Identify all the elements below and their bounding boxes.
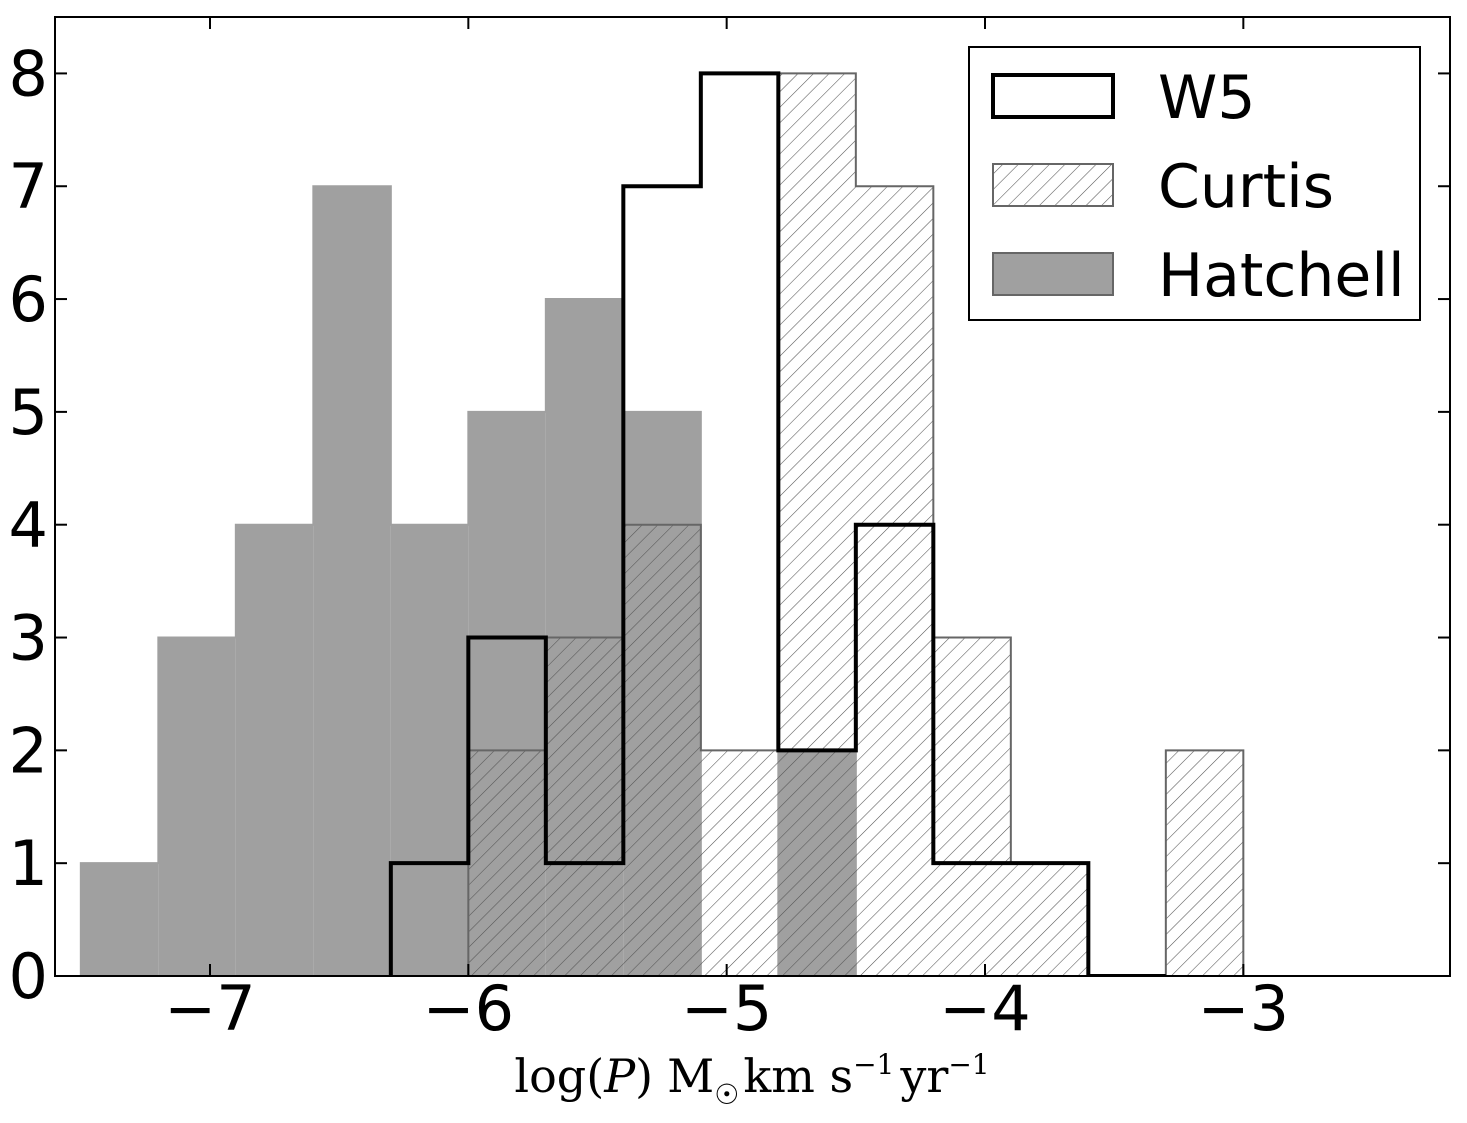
outline-hatchell xyxy=(79,185,857,976)
legend-label-w5: W5 xyxy=(1158,63,1256,133)
x-tick-label: −5 xyxy=(681,972,772,1045)
series-layer xyxy=(79,71,1245,976)
bar-curtis xyxy=(468,750,546,976)
y-tick-label: 8 xyxy=(9,37,48,110)
bar-curtis xyxy=(1165,750,1244,976)
y-tick-label: 0 xyxy=(9,940,48,1013)
bar-curtis xyxy=(700,750,779,976)
bar-curtis xyxy=(933,637,1011,976)
x-axis-title-unit-sun: ☉ xyxy=(714,1078,739,1111)
y-tick-label: 7 xyxy=(9,150,48,223)
y-tick-label: 1 xyxy=(9,827,48,900)
plot-frame xyxy=(54,16,1451,977)
series-w5 xyxy=(388,71,1166,976)
x-axis-title-log: log( xyxy=(514,1049,604,1103)
legend-swatch-hatchell xyxy=(992,252,1114,296)
y-tick-label: 3 xyxy=(9,602,48,675)
bar-curtis xyxy=(1010,863,1089,976)
x-axis-title: log(P) M☉km s−1 yr−1 xyxy=(514,1048,989,1111)
x-axis-title-close: ) xyxy=(635,1049,653,1103)
legend-label-hatchell: Hatchell xyxy=(1158,241,1405,311)
x-axis-title-exp2: −1 xyxy=(948,1048,989,1081)
outline-curtis xyxy=(467,72,1245,976)
x-axis-title-var: P xyxy=(603,1049,636,1103)
legend-swatch-w5 xyxy=(991,73,1115,119)
bar-hatchell xyxy=(313,186,391,976)
legend-label-curtis: Curtis xyxy=(1158,152,1334,222)
y-tick-label: 6 xyxy=(9,263,48,336)
bar-curtis xyxy=(778,73,856,976)
x-tick-label: −6 xyxy=(423,972,514,1045)
bar-hatchell xyxy=(80,863,159,976)
y-tick-label: 5 xyxy=(9,376,48,449)
x-axis-title-exp1: −1 xyxy=(853,1048,894,1081)
bar-curtis xyxy=(545,637,624,976)
legend-swatch-curtis xyxy=(992,163,1114,207)
y-tick-label: 4 xyxy=(9,489,48,562)
bar-hatchell xyxy=(390,524,469,976)
x-axis-title-unit-km: km s xyxy=(743,1049,853,1103)
x-axis-title-unit-m: M xyxy=(667,1049,714,1103)
bar-hatchell xyxy=(158,637,236,976)
bar-hatchell xyxy=(235,524,314,976)
legend: W5 Curtis Hatchell xyxy=(968,46,1421,321)
x-tick-label: −3 xyxy=(1198,972,1289,1045)
x-tick-label: −7 xyxy=(164,972,255,1045)
step-line-w5 xyxy=(388,71,1166,976)
bar-curtis xyxy=(855,186,934,976)
y-tick-label: 2 xyxy=(9,714,48,787)
x-axis-title-unit-yr: yr xyxy=(899,1049,948,1103)
bar-curtis xyxy=(623,524,701,976)
ticks-layer: −7 −6 −5 −4 −3 0 1 2 3 4 5 6 7 8 xyxy=(9,17,1450,1045)
series-curtis xyxy=(467,72,1245,976)
x-tick-label: −4 xyxy=(939,972,1030,1045)
